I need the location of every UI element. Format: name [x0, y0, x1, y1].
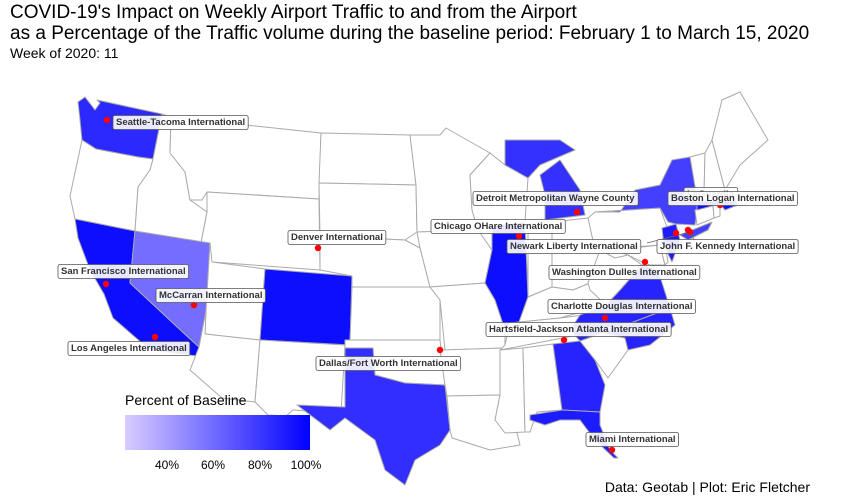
airport-point: [314, 244, 322, 252]
airport-label-text: Detroit Metropolitan Wayne County: [476, 193, 635, 204]
airport-label: McCarran International: [155, 288, 266, 303]
airport-label-text: Denver International: [291, 232, 383, 243]
state-KS: [349, 286, 441, 341]
airport-point: [103, 116, 111, 124]
state-AR: [439, 347, 506, 397]
state-IA: [416, 229, 493, 288]
airport-point: [641, 258, 649, 266]
state-NM: [254, 339, 346, 417]
state-CO: [259, 268, 353, 346]
airport-point: [436, 346, 444, 354]
airport-label-text: Dallas/Fort Worth International: [319, 358, 458, 369]
airport-label-text: Seattle-Tacoma International: [116, 117, 245, 128]
state-AZ: [189, 310, 261, 403]
map-subtitle: as a Percentage of the Traffic volume du…: [10, 23, 810, 44]
airport-label: Charlotte Douglas International: [547, 299, 696, 314]
legend-tick: 40%: [154, 458, 180, 472]
airport-label: Dallas/Fort Worth International: [315, 356, 462, 371]
state-MS: [494, 347, 526, 434]
airport-label-text: Newark Liberty International: [510, 241, 638, 252]
legend-colorbar: [125, 415, 310, 450]
airport-label-text: Miami International: [589, 434, 676, 445]
airport-label: Seattle-Tacoma International: [112, 115, 249, 130]
airport-label: Chicago OHare International: [430, 219, 566, 234]
airport-label: Boston Logan International: [667, 191, 798, 206]
airport-labels: Seattle-Tacoma International San Francisc…: [57, 115, 799, 447]
week-label: Week of 2020: 11: [10, 45, 119, 61]
airport-point: [102, 280, 110, 288]
airport-point: [684, 226, 692, 234]
state-TX: [296, 347, 451, 486]
legend-tick: 80%: [247, 458, 273, 472]
state-SD: [318, 182, 418, 241]
airport-label: Los Angeles International: [67, 341, 191, 356]
airport-label: John F. Kennedy International: [656, 239, 799, 254]
legend-tick: 60%: [200, 458, 226, 472]
airport-point: [151, 333, 159, 341]
legend-tick: 100%: [290, 458, 322, 472]
airport-label: Miami International: [585, 432, 679, 447]
airport-point: [515, 232, 523, 240]
airport-label: Detroit Metropolitan Wayne County: [472, 191, 639, 206]
state-FL: [529, 409, 619, 459]
airport-label: Denver International: [287, 230, 387, 245]
airport-point: [608, 446, 616, 454]
caption: Data: Geotab | Plot: Eric Fletcher: [604, 479, 810, 495]
airport-point: [190, 301, 198, 309]
airport-label: Newark Liberty International: [506, 239, 642, 254]
airport-label: Washington Dulles International: [548, 265, 701, 280]
map-title: COVID-19's Impact on Weekly Airport Traf…: [10, 2, 577, 23]
airport-label: San Francisco International: [57, 264, 189, 279]
airport-point: [560, 336, 568, 344]
airport-label-text: Washington Dulles International: [552, 267, 697, 278]
airport-point: [672, 229, 680, 237]
legend-title: Percent of Baseline: [125, 392, 247, 408]
airport-label-text: San Francisco International: [61, 266, 186, 277]
airport-label-text: Chicago OHare International: [434, 221, 562, 232]
airport-label-text: Boston Logan International: [671, 193, 795, 204]
airport-label-text: Charlotte Douglas International: [551, 301, 692, 312]
state-ND: [318, 132, 417, 186]
airport-label-text: Los Angeles International: [71, 343, 187, 354]
airport-label-text: McCarran International: [159, 290, 262, 301]
airport-label-text: Hartsfield-Jackson Atlanta International: [489, 324, 668, 335]
airport-point: [573, 208, 581, 216]
airport-label: Hartsfield-Jackson Atlanta International: [485, 322, 672, 337]
airport-label-text: John F. Kennedy International: [660, 241, 795, 252]
airport-point: [601, 314, 609, 322]
